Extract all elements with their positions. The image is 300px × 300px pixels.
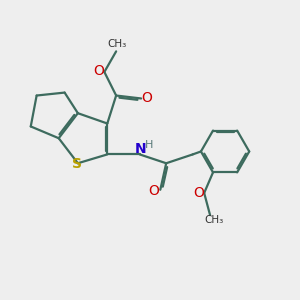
Text: O: O bbox=[94, 64, 104, 78]
Text: CH₃: CH₃ bbox=[107, 39, 126, 49]
Text: CH₃: CH₃ bbox=[205, 215, 224, 225]
Text: N: N bbox=[134, 142, 146, 156]
Text: H: H bbox=[145, 140, 153, 150]
Text: O: O bbox=[141, 92, 152, 106]
Text: O: O bbox=[148, 184, 159, 198]
Text: O: O bbox=[194, 186, 204, 200]
Text: S: S bbox=[72, 157, 82, 171]
